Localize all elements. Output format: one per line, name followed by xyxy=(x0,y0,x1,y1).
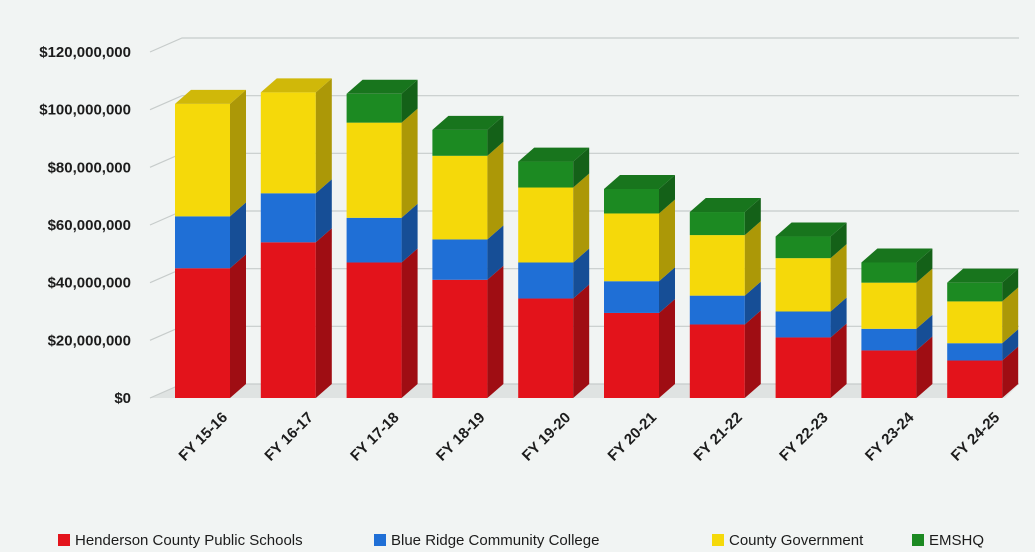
legend-swatch xyxy=(58,534,70,546)
y-tick-label: $20,000,000 xyxy=(48,332,131,349)
bar-segment xyxy=(175,254,246,398)
bar-segment xyxy=(689,221,761,296)
legend-label: EMSHQ xyxy=(929,532,984,549)
bar-segment xyxy=(861,336,933,398)
x-tick-label: FY 20-21 xyxy=(605,409,660,464)
bar-segment xyxy=(260,78,332,194)
bar-segment xyxy=(604,267,675,313)
bar-top xyxy=(346,79,418,94)
bar-top xyxy=(947,268,1019,283)
legend-item: EMSHQ xyxy=(912,532,984,549)
bar-segment xyxy=(432,225,504,280)
x-tick-label: FY 22-23 xyxy=(776,409,831,464)
bars xyxy=(175,78,1019,398)
bar-segment xyxy=(175,202,246,269)
bar-segment xyxy=(861,268,933,329)
bar-segment xyxy=(604,174,675,214)
bar-top xyxy=(689,198,761,213)
bar-segment xyxy=(346,108,418,218)
legend-swatch xyxy=(912,534,924,546)
bar-segment xyxy=(689,281,761,325)
x-axis-ticks: FY 15-16 FY 16-17 FY 17-18 FY 18-19 FY 19-20… xyxy=(176,409,1004,465)
legend-label: County Government xyxy=(729,532,864,549)
bar-segment xyxy=(604,298,675,398)
bar-top xyxy=(518,147,590,162)
x-tick-label: FY 19-20 xyxy=(519,409,574,464)
bar-segment xyxy=(518,248,590,299)
x-tick-label: FY 18-19 xyxy=(433,409,488,464)
bar-segment xyxy=(947,268,1019,302)
bar-segment xyxy=(518,147,590,188)
bar-segment xyxy=(947,346,1019,398)
y-tick-label: $60,000,000 xyxy=(48,217,131,234)
bar-segment xyxy=(775,222,847,259)
legend-item: Blue Ridge Community College xyxy=(374,532,599,549)
bar-segment xyxy=(861,248,933,283)
bar-segment xyxy=(346,203,418,263)
bar-segment xyxy=(518,284,590,398)
legend-swatch xyxy=(374,534,386,546)
bar-segment xyxy=(260,228,332,398)
bar-segment xyxy=(260,179,332,243)
bar-segment xyxy=(346,248,418,398)
legend-label: Henderson County Public Schools xyxy=(75,532,303,549)
bar-segment xyxy=(432,141,504,240)
bar-segment xyxy=(775,244,847,312)
legend-label: Blue Ridge Community College xyxy=(391,532,599,549)
y-tick-label: $0 xyxy=(114,390,131,407)
bar-top xyxy=(775,222,847,237)
legend: Henderson County Public Schools Blue Ridg… xyxy=(58,532,984,549)
gridline xyxy=(149,95,1019,111)
x-tick-label: FY 24-25 xyxy=(948,409,1003,464)
bar-segment xyxy=(604,199,675,282)
legend-item: Henderson County Public Schools xyxy=(58,532,303,549)
y-axis-ticks: $0 $20,000,000 $40,000,000 $60,000,000 $80,0… xyxy=(39,44,131,407)
y-tick-label: $40,000,000 xyxy=(48,275,131,292)
bar-top xyxy=(604,174,675,189)
bar-segment xyxy=(861,314,933,351)
y-tick-label: $100,000,000 xyxy=(39,102,131,119)
bar-top xyxy=(432,115,504,130)
x-tick-label: FY 17-18 xyxy=(347,409,402,464)
bar-segment xyxy=(775,297,847,338)
x-tick-label: FY 21-22 xyxy=(690,409,745,464)
bar-top xyxy=(861,248,933,263)
bar-top xyxy=(260,78,332,93)
bar-segment xyxy=(346,79,418,123)
bar-segment xyxy=(518,173,590,263)
bar-segment xyxy=(947,329,1019,361)
x-tick-label: FY 16-17 xyxy=(261,409,316,464)
gridline xyxy=(149,37,1019,53)
bar-segment xyxy=(689,198,761,236)
bar-top xyxy=(175,89,246,104)
legend-swatch xyxy=(712,534,724,546)
bar-segment xyxy=(432,265,504,398)
bar-segment xyxy=(175,89,246,217)
bar-segment xyxy=(689,310,761,398)
x-tick-label: FY 15-16 xyxy=(176,409,231,464)
x-tick-label: FY 23-24 xyxy=(862,409,918,465)
y-tick-label: $80,000,000 xyxy=(48,159,131,176)
bar-segment xyxy=(775,323,847,398)
legend-item: County Government xyxy=(712,532,864,549)
y-tick-label: $120,000,000 xyxy=(39,44,131,61)
bar-segment xyxy=(432,115,504,156)
bar-segment xyxy=(947,287,1019,344)
